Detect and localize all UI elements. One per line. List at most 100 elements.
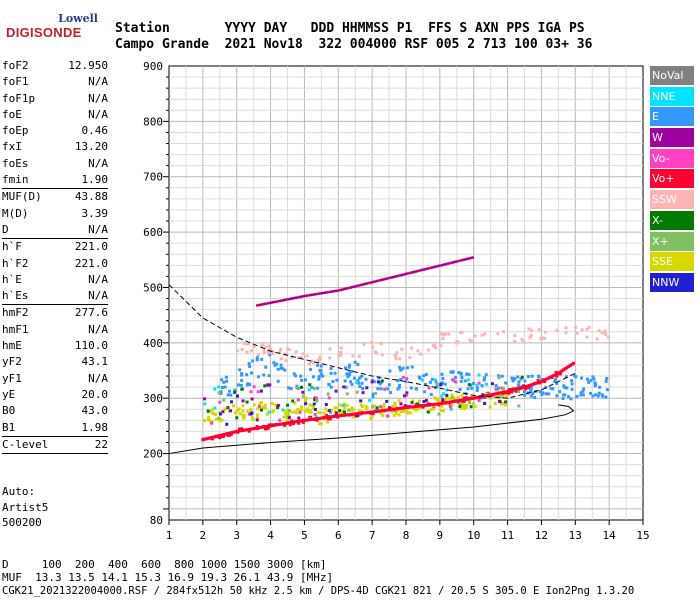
data-point xyxy=(397,386,401,390)
data-point xyxy=(304,378,308,382)
data-point xyxy=(595,337,599,341)
second-hop-point xyxy=(256,304,259,307)
footer-distance-row: D 100 200 400 600 800 1000 1500 3000 [km… xyxy=(2,558,327,571)
second-hop-point xyxy=(375,279,379,283)
data-point xyxy=(327,409,331,413)
trace-point xyxy=(426,403,430,407)
data-point xyxy=(581,393,585,397)
data-point xyxy=(311,375,315,379)
data-point xyxy=(329,367,333,371)
trace-point xyxy=(524,385,528,389)
header-labels: Station YYYY DAY DDD HHMMSS P1 FFS S AXN… xyxy=(115,21,585,36)
data-point xyxy=(316,386,320,390)
trace-point xyxy=(541,379,545,383)
data-point xyxy=(494,387,498,391)
data-point xyxy=(240,372,244,376)
trace-point xyxy=(274,423,278,427)
data-point xyxy=(410,401,414,405)
data-point xyxy=(432,343,436,347)
data-point xyxy=(469,340,473,344)
trace-point xyxy=(233,430,237,434)
second-hop-point xyxy=(361,283,365,286)
data-point xyxy=(347,408,351,412)
trace-point xyxy=(485,394,489,398)
data-point xyxy=(540,393,544,397)
param-row: fxI 13.20 xyxy=(2,139,108,155)
param-row: foE N/A xyxy=(2,107,108,123)
x-tick-label: 12 xyxy=(535,529,548,542)
trace-point xyxy=(323,416,327,420)
trace-point xyxy=(451,400,455,404)
param-row: h`F2 221.0 xyxy=(2,256,108,272)
trace-point xyxy=(478,395,482,399)
trace-point xyxy=(455,399,459,403)
data-point xyxy=(299,374,303,378)
trace-point xyxy=(516,387,520,391)
y-tick-label: 800 xyxy=(143,115,163,128)
data-point xyxy=(482,378,486,382)
data-point xyxy=(380,407,384,411)
data-point xyxy=(589,378,593,382)
data-point xyxy=(207,415,211,419)
data-point xyxy=(483,376,487,380)
data-point xyxy=(422,400,426,404)
data-point xyxy=(459,379,463,383)
data-point xyxy=(263,384,267,388)
trace-point xyxy=(216,434,220,438)
second-hop-point xyxy=(451,261,454,264)
data-point xyxy=(549,386,553,390)
data-point xyxy=(434,346,438,350)
data-point xyxy=(458,404,462,408)
data-point xyxy=(579,391,583,395)
data-point xyxy=(500,401,504,405)
data-point xyxy=(456,395,460,399)
data-point xyxy=(500,374,504,378)
data-point xyxy=(380,379,384,383)
param-value: N/A xyxy=(88,156,108,170)
data-point xyxy=(522,340,526,344)
data-point xyxy=(326,420,330,424)
data-point xyxy=(401,375,405,379)
data-point xyxy=(300,405,304,409)
data-point xyxy=(484,373,488,377)
data-point xyxy=(255,358,259,362)
trace-point xyxy=(214,434,218,438)
data-point xyxy=(260,357,264,361)
trace-point xyxy=(330,415,334,419)
data-point xyxy=(287,409,291,413)
param-value: N/A xyxy=(88,322,108,336)
second-hop-point xyxy=(316,292,320,296)
legend-item: NoVal xyxy=(650,66,694,85)
data-point xyxy=(455,339,459,343)
dashed-curve xyxy=(168,284,576,399)
trace-point xyxy=(258,426,262,430)
data-point xyxy=(285,419,289,423)
trace-point xyxy=(423,403,427,407)
second-hop-point xyxy=(308,293,312,297)
trace-point xyxy=(568,364,572,368)
data-point xyxy=(301,420,305,424)
trace-point xyxy=(472,396,476,400)
param-separator xyxy=(2,304,108,306)
trace-point xyxy=(297,419,301,423)
data-point xyxy=(569,397,573,401)
trace-point xyxy=(419,404,423,408)
data-point xyxy=(360,374,364,378)
data-point xyxy=(355,390,359,394)
data-point xyxy=(256,390,260,394)
param-value: 43.88 xyxy=(74,190,108,204)
data-point xyxy=(222,398,226,402)
data-point xyxy=(463,404,467,408)
trace-point xyxy=(487,393,491,397)
param-label: fxI xyxy=(2,140,22,154)
legend-item: SSE xyxy=(650,252,694,272)
data-point xyxy=(317,359,321,363)
data-point xyxy=(305,354,309,358)
second-hop-point xyxy=(274,300,277,304)
data-point xyxy=(260,344,264,348)
data-point xyxy=(419,352,423,356)
data-point xyxy=(284,414,288,418)
data-point xyxy=(250,397,254,401)
data-point xyxy=(343,406,347,410)
trace-point xyxy=(448,400,452,404)
